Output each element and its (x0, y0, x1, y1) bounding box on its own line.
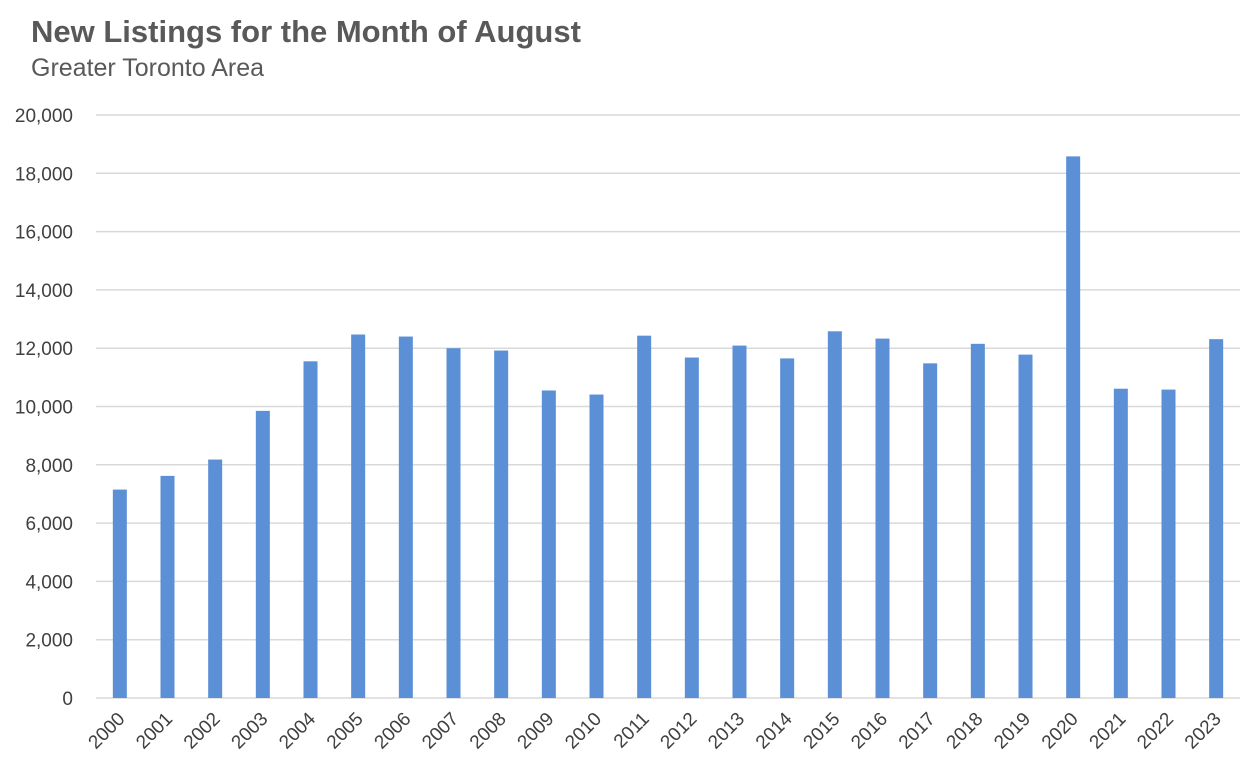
bar-2009 (541, 390, 556, 698)
x-tick-label: 2014 (752, 708, 797, 753)
x-tick-label: 2015 (800, 709, 845, 754)
x-tick-label: 2022 (1133, 709, 1178, 754)
y-tick-label: 4,000 (25, 572, 73, 593)
y-tick-label: 20,000 (15, 106, 73, 127)
gridlines (96, 114, 1240, 699)
x-tick-label: 2003 (228, 709, 273, 754)
x-tick-label: 2010 (561, 709, 606, 754)
bars (112, 156, 1224, 698)
x-tick-label: 2005 (323, 709, 368, 754)
bar-2021 (1113, 388, 1128, 698)
bar-2020 (1066, 156, 1081, 698)
bar-2016 (875, 338, 890, 698)
bar-2013 (732, 345, 747, 698)
bar-2017 (923, 363, 938, 698)
y-tick-label: 18,000 (15, 164, 73, 185)
bar-2019 (1018, 354, 1033, 698)
bar-2015 (827, 331, 842, 698)
y-axis-tick-labels: 0 2,000 4,000 6,000 8,000 10,000 12,000 14,000 1… (15, 106, 73, 710)
y-tick-label: 12,000 (15, 339, 73, 360)
bar-2005 (351, 334, 366, 698)
x-tick-label: 2019 (990, 709, 1035, 754)
x-tick-label: 2006 (371, 709, 416, 754)
bar-2006 (398, 336, 413, 698)
bar-2012 (684, 357, 699, 698)
bar-2002 (208, 459, 223, 698)
x-tick-label: 2009 (514, 709, 559, 754)
bar-2004 (303, 361, 318, 698)
x-tick-label: 2017 (895, 709, 940, 754)
x-tick-label: 2008 (466, 709, 511, 754)
x-tick-label: 2016 (847, 709, 892, 754)
x-tick-label: 2007 (418, 709, 463, 754)
y-tick-label: 8,000 (25, 456, 73, 477)
y-tick-label: 14,000 (15, 281, 73, 302)
x-tick-label: 2012 (657, 709, 702, 754)
x-tick-label: 2023 (1181, 709, 1226, 754)
bar-2011 (637, 335, 652, 698)
x-tick-label: 2018 (943, 709, 988, 754)
y-tick-label: 6,000 (25, 514, 73, 535)
x-tick-label: 2021 (1086, 709, 1131, 754)
y-tick-label: 10,000 (15, 398, 73, 419)
x-axis-tick-labels: 2000 2001 2002 2003 2004 2005 2006 2007 2008 2009… (85, 708, 1226, 753)
y-tick-label: 16,000 (15, 223, 73, 244)
x-tick-label: 2004 (275, 708, 320, 753)
x-tick-label: 2002 (180, 709, 225, 754)
bar-2018 (970, 343, 985, 698)
bar-2001 (160, 475, 175, 698)
bar-2003 (255, 410, 270, 698)
x-tick-label: 2013 (704, 709, 749, 754)
y-tick-label: 2,000 (25, 631, 73, 652)
bar-2010 (589, 394, 604, 698)
x-tick-label: 2020 (1038, 709, 1083, 754)
x-tick-label: 2000 (85, 709, 130, 754)
y-tick-label: 0 (62, 689, 73, 710)
bar-2023 (1209, 339, 1224, 698)
bar-2022 (1161, 389, 1176, 698)
chart-subtitle: Greater Toronto Area (31, 54, 265, 82)
x-tick-label: 2001 (132, 709, 177, 754)
bar-2014 (780, 358, 795, 698)
bar-2000 (112, 489, 127, 698)
x-tick-label: 2011 (610, 709, 654, 753)
chart-title: New Listings for the Month of August (31, 14, 581, 49)
bar-2008 (494, 350, 509, 698)
bar-2007 (446, 348, 461, 698)
